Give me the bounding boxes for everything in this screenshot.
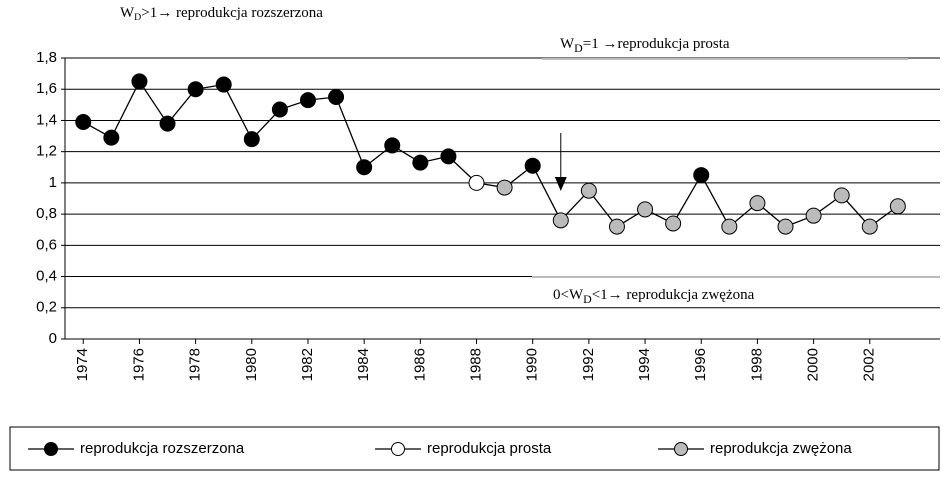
data-point bbox=[861, 218, 878, 235]
data-point bbox=[468, 174, 485, 191]
y-tick-label: 0,4 bbox=[36, 268, 57, 285]
x-tick-label: 1982 bbox=[299, 348, 316, 381]
data-point bbox=[637, 201, 654, 218]
data-point bbox=[665, 215, 682, 232]
legend-marker bbox=[674, 442, 688, 456]
data-point bbox=[496, 179, 513, 196]
annotation: 0<WD<1→ reprodukcja zwężona bbox=[553, 287, 755, 305]
data-point bbox=[328, 89, 345, 106]
x-tick-label: 1988 bbox=[467, 348, 484, 381]
legend-marker bbox=[391, 442, 405, 456]
data-point bbox=[552, 212, 569, 229]
x-tick-label: 2002 bbox=[861, 348, 878, 381]
data-point bbox=[693, 167, 710, 184]
y-tick-label: 1,8 bbox=[36, 49, 57, 66]
y-tick-label: 1,6 bbox=[36, 80, 57, 97]
annotation-text: W bbox=[560, 36, 575, 52]
data-point bbox=[103, 129, 120, 146]
y-tick-label: 1,2 bbox=[36, 143, 57, 160]
x-tick-label: 1976 bbox=[130, 348, 147, 381]
subscript: D bbox=[574, 41, 583, 55]
annotation-text: <1→ reprodukcja zwężona bbox=[592, 287, 755, 303]
legend-label: reprodukcja prosta bbox=[427, 440, 552, 457]
subscript: D bbox=[134, 12, 141, 23]
data-point bbox=[187, 81, 204, 98]
y-tick-label: 1,4 bbox=[36, 111, 57, 128]
data-point bbox=[412, 154, 429, 171]
x-tick-label: 1994 bbox=[636, 348, 653, 381]
data-point bbox=[721, 218, 738, 235]
legend-marker bbox=[44, 442, 58, 456]
data-point bbox=[833, 187, 850, 204]
x-tick-label: 1992 bbox=[580, 348, 597, 381]
data-point bbox=[777, 218, 794, 235]
data-point bbox=[580, 182, 597, 199]
x-tick-label: 1978 bbox=[187, 348, 204, 381]
data-point bbox=[749, 195, 766, 212]
y-tick-label: 1 bbox=[49, 174, 57, 191]
data-point bbox=[608, 218, 625, 235]
data-point bbox=[524, 157, 541, 174]
x-tick-label: 1996 bbox=[692, 348, 709, 381]
x-tick-label: 1990 bbox=[524, 348, 541, 381]
x-tick-label: 1974 bbox=[74, 348, 91, 381]
data-point bbox=[131, 73, 148, 90]
y-tick-label: 0,8 bbox=[36, 205, 57, 222]
y-tick-label: 0 bbox=[49, 330, 57, 347]
annotation-text: =1 →reprodukcja prosta bbox=[583, 36, 730, 52]
x-tick-label: 1998 bbox=[748, 348, 765, 381]
y-tick-label: 0,2 bbox=[36, 299, 57, 316]
arrow-head bbox=[554, 177, 567, 191]
legend-label: reprodukcja rozszerzona bbox=[80, 440, 245, 457]
annotation-text: W bbox=[120, 5, 135, 21]
data-point bbox=[159, 115, 176, 132]
x-tick-label: 1984 bbox=[355, 348, 372, 381]
data-point bbox=[299, 92, 316, 109]
annotation-text: 0<W bbox=[553, 287, 584, 303]
data-point bbox=[889, 198, 906, 215]
legend-box bbox=[9, 426, 940, 471]
data-point bbox=[440, 148, 457, 165]
x-tick-label: 2000 bbox=[805, 348, 822, 381]
data-point bbox=[384, 137, 401, 154]
subscript: D bbox=[583, 292, 592, 306]
data-point bbox=[215, 76, 232, 93]
data-point bbox=[805, 207, 822, 224]
x-tick-label: 1986 bbox=[411, 348, 428, 381]
annotation: WD=1 →reprodukcja prosta bbox=[560, 36, 730, 54]
data-point bbox=[271, 101, 288, 118]
data-point bbox=[356, 159, 373, 176]
y-tick-label: 0,6 bbox=[36, 236, 57, 253]
annotation-text: >1→ reprodukcja rozszerzona bbox=[141, 5, 323, 21]
legend-label: reprodukcja zwężona bbox=[710, 440, 852, 457]
annotation: WD>1→ reprodukcja rozszerzona bbox=[120, 5, 323, 23]
data-point bbox=[243, 131, 260, 148]
data-line bbox=[82, 80, 899, 228]
x-tick-label: 1980 bbox=[243, 348, 260, 381]
data-point bbox=[75, 114, 92, 131]
